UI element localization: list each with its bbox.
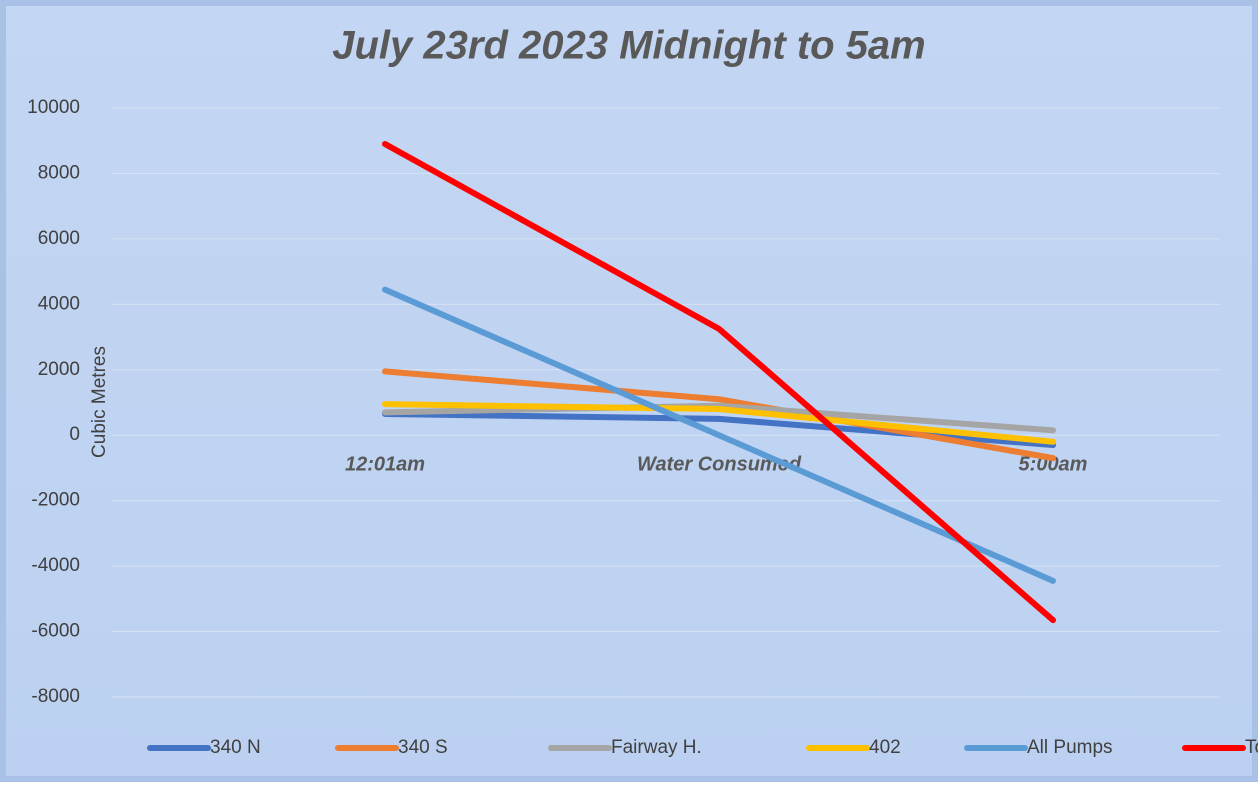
y-tick-label: -6000 — [31, 621, 80, 642]
y-tick-label: -8000 — [31, 686, 80, 707]
y-tick-label: 2000 — [38, 359, 80, 380]
y-tick-label: 6000 — [38, 228, 80, 249]
x-tick-label: 12:01am — [345, 454, 425, 476]
y-tick-label: -4000 — [31, 555, 80, 576]
chart-title: July 23rd 2023 Midnight to 5am — [332, 24, 926, 68]
y-tick-label: -2000 — [31, 490, 80, 511]
y-tick-label: 10000 — [27, 97, 80, 118]
y-tick-label: 8000 — [38, 162, 80, 183]
series-line — [382, 286, 1056, 584]
series-line — [382, 402, 1056, 434]
legend-label: 402 — [869, 737, 901, 758]
series-line — [382, 140, 1056, 624]
y-axis-label: Cubic Metres — [89, 346, 110, 458]
y-tick-label: 4000 — [38, 293, 80, 314]
series-line — [382, 368, 1056, 462]
legend-label: Totals — [1245, 737, 1258, 758]
legend-label: All Pumps — [1027, 737, 1113, 758]
legend-label: Fairway H. — [611, 737, 702, 758]
legend-label: 340 N — [210, 737, 261, 758]
x-tick-label: Water Consumed — [637, 454, 802, 476]
series-line — [382, 401, 1056, 445]
x-tick-label: 5:00am — [1019, 454, 1088, 476]
legend-label: 340 S — [398, 737, 448, 758]
y-tick-label: 0 — [69, 424, 80, 445]
